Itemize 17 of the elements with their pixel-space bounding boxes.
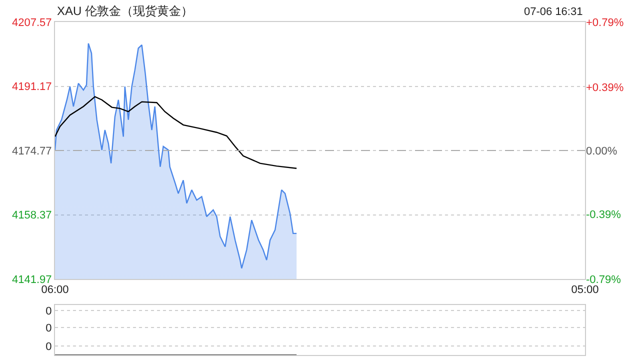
y2-tick-label: +0.79% [586, 16, 624, 29]
chart-title: XAU 伦敦金（现货黄金） [57, 4, 194, 18]
y-tick-label: 4191.17 [12, 81, 52, 94]
y-tick-label: 4141.97 [12, 274, 52, 286]
y2-tick-label: +0.39% [586, 82, 624, 94]
y-tick-label: 0 [46, 340, 52, 353]
y2-tick-label: -0.79% [586, 274, 622, 286]
y-tick-label: 0 [46, 305, 52, 318]
y2-tick-label: -0.39% [586, 208, 622, 221]
y2-tick-label: 0.00% [586, 145, 618, 158]
y-tick-label: 0 [46, 322, 52, 335]
text: 07-06 16:31 [524, 6, 583, 18]
y-tick-label: 4174.77 [12, 145, 52, 158]
x-tick-label: 06:00 [41, 284, 69, 296]
y-tick-label: 4207.57 [12, 16, 52, 29]
y-tick-label: 4158.37 [12, 210, 52, 222]
x-tick-label: 05:00 [571, 284, 599, 296]
